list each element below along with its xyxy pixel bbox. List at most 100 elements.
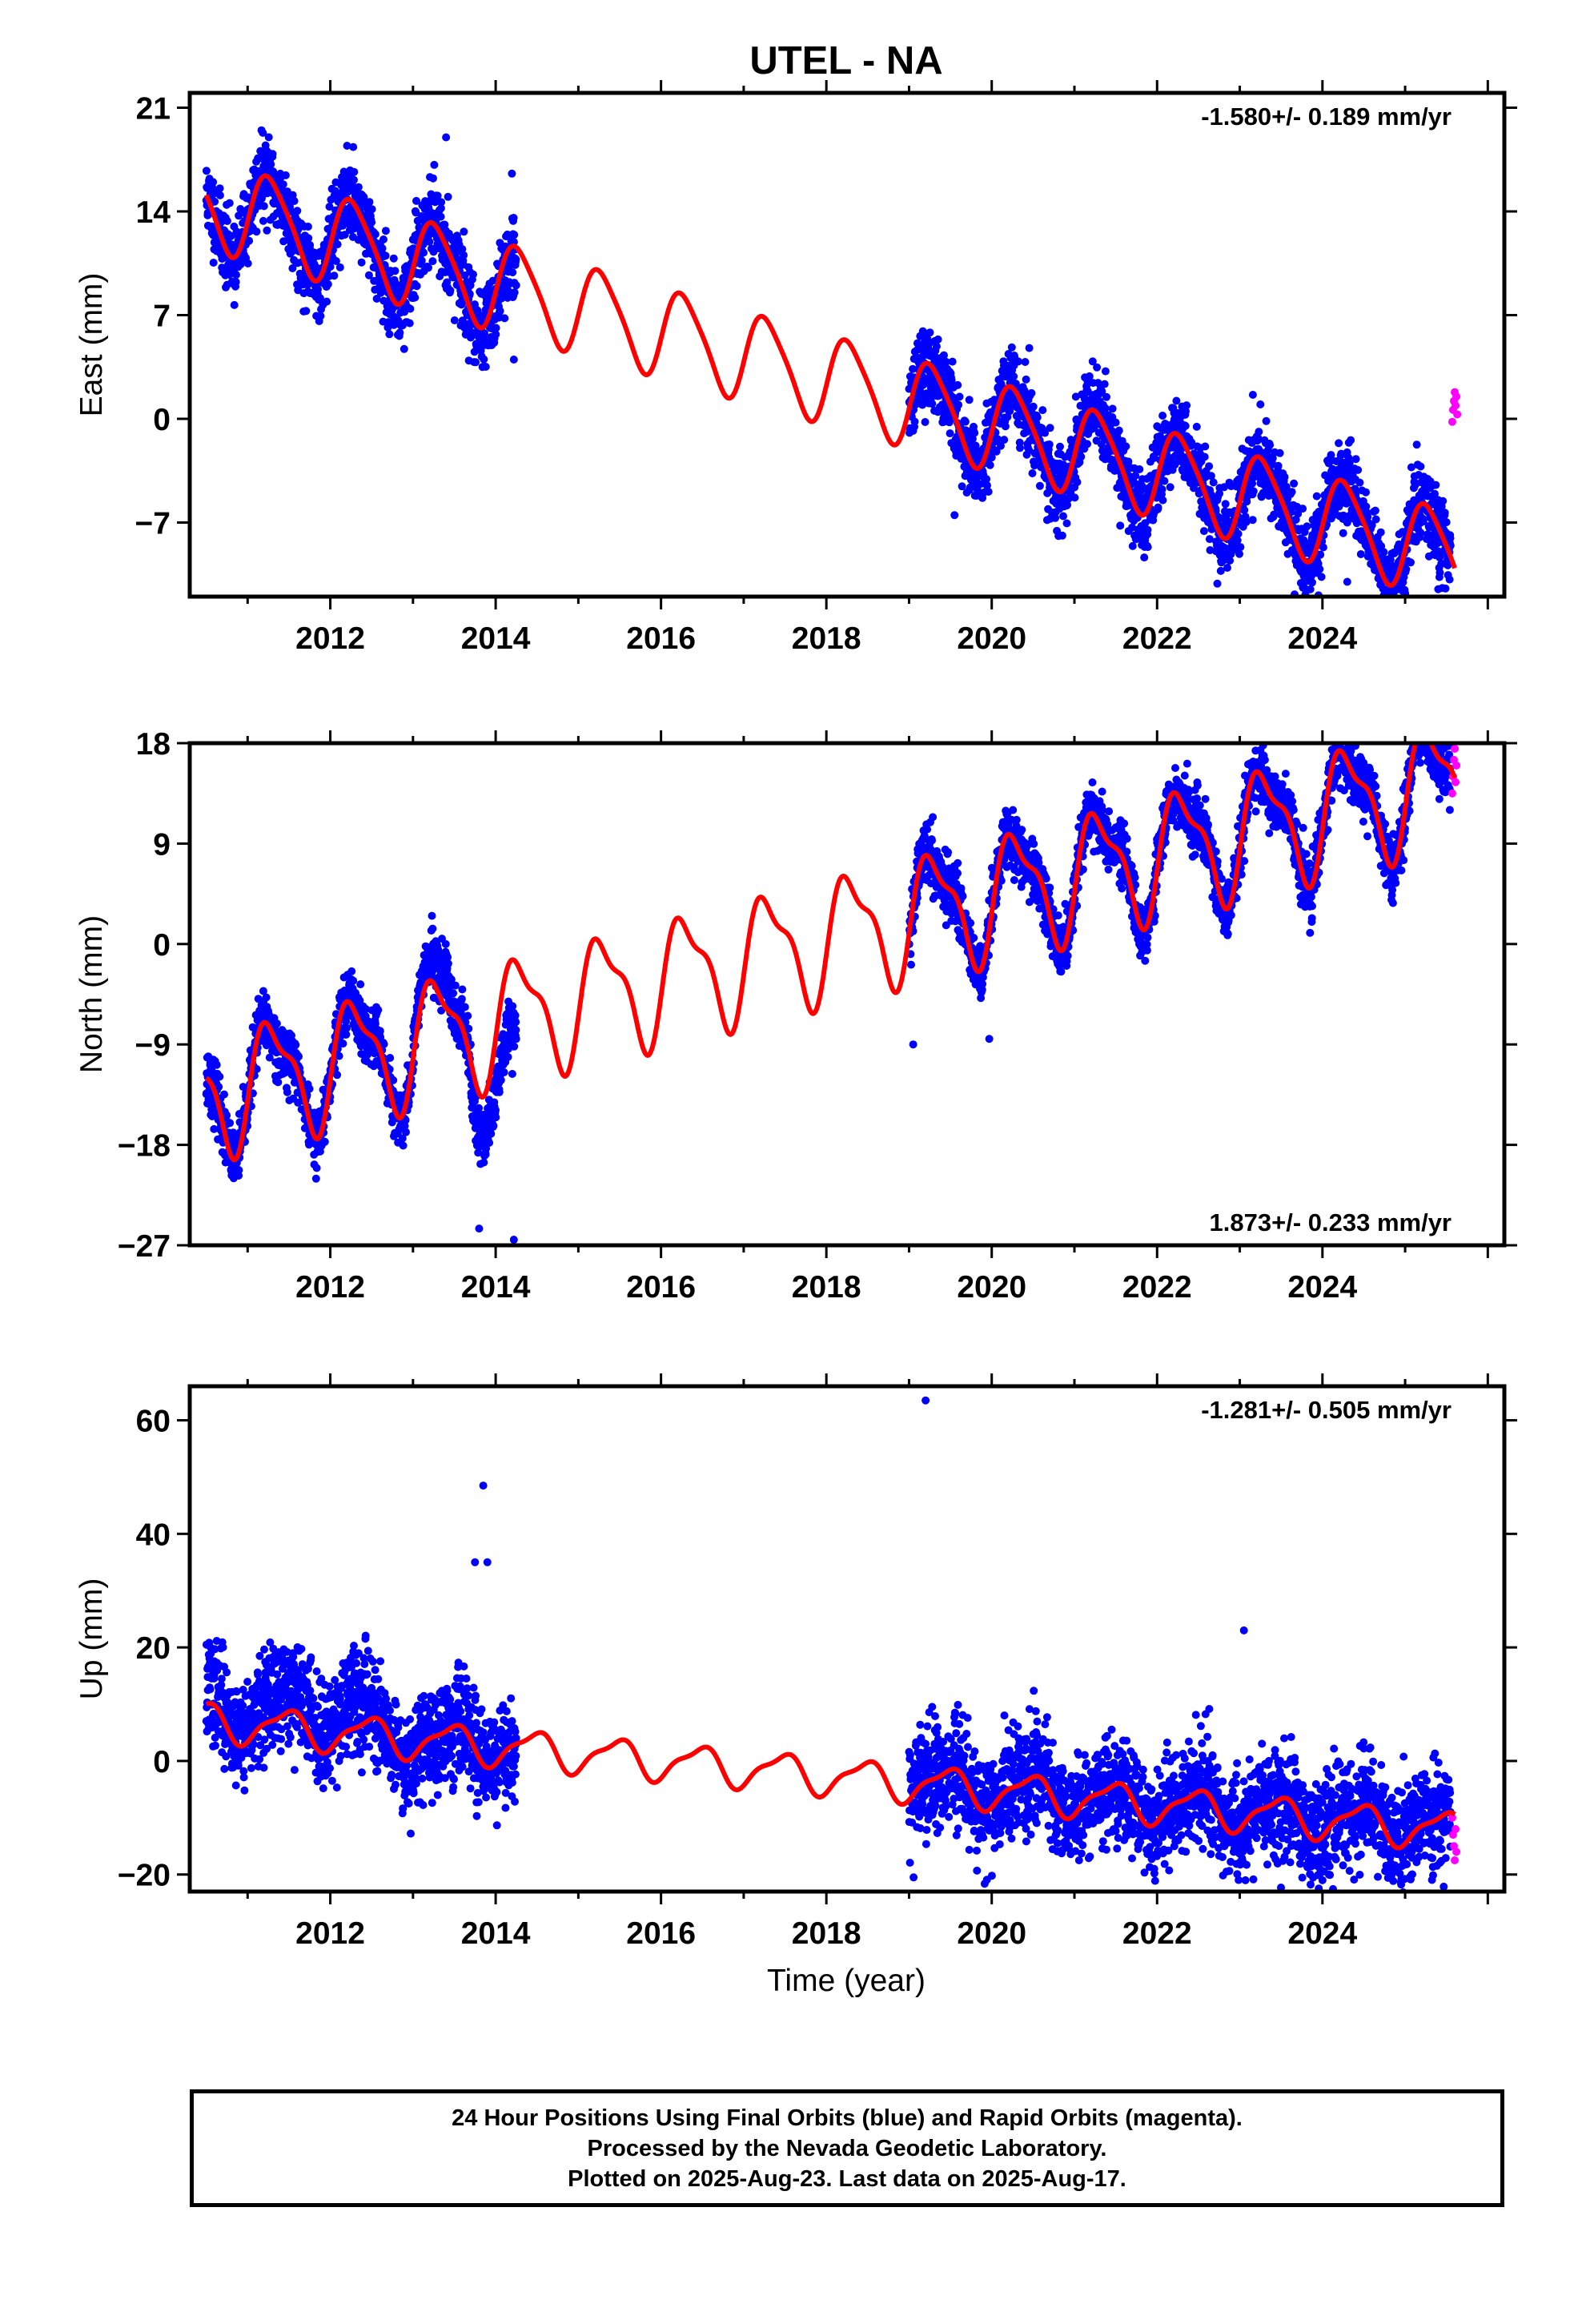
final-orbit-point (1014, 357, 1022, 366)
final-orbit-point (948, 357, 957, 366)
final-orbit-point (1010, 372, 1018, 380)
north-panel: 2012 2014 2016 2018 2020 2022 20241890−9−18−27… (74, 727, 1517, 1305)
final-orbit-point (378, 244, 387, 253)
final-orbit-point (267, 160, 275, 169)
final-orbit-point (211, 197, 219, 206)
final-orbit-point (1385, 601, 1393, 609)
final-orbit-point (460, 251, 468, 259)
final-orbit-point (1102, 392, 1110, 401)
final-orbit-point (245, 236, 254, 245)
final-orbit-point (1108, 404, 1117, 413)
east-panel: 2012 2014 2016 2018 2020 2022 2024211470−7East… (74, 80, 1517, 656)
final-orbit-point (492, 330, 500, 339)
final-orbit-point (202, 167, 211, 175)
final-orbit-point (349, 976, 358, 985)
final-orbit-point (1335, 439, 1343, 448)
final-orbit-point (1205, 462, 1214, 471)
y-tick-label: 14 (136, 195, 171, 230)
final-orbit-point (1143, 543, 1152, 552)
final-orbit-point (934, 335, 942, 344)
final-orbit-point (464, 1011, 472, 1020)
final-orbit-point (1200, 452, 1209, 461)
final-orbit-point (1135, 465, 1144, 473)
rapid-orbit-point (1447, 417, 1456, 426)
y-tick-label: −7 (135, 507, 171, 541)
final-orbit-point (1000, 436, 1009, 444)
final-orbit-point (1021, 358, 1030, 366)
final-orbit-point (965, 396, 974, 404)
final-orbit-point (1402, 565, 1411, 573)
final-orbit-outlier (1343, 577, 1351, 586)
final-orbit-point (441, 939, 450, 948)
final-orbit-outlier (1434, 585, 1443, 593)
final-orbit-point (399, 1141, 408, 1150)
final-orbit-point (444, 192, 452, 201)
final-orbit-point (1442, 518, 1451, 527)
final-orbit-point (305, 1084, 314, 1093)
final-orbit-point (1249, 487, 1258, 496)
y-tick-label: 21 (136, 92, 171, 127)
final-orbit-point (510, 231, 519, 239)
final-orbit-point (365, 198, 374, 207)
final-orbit-point (343, 1023, 351, 1032)
final-orbit-point (379, 235, 387, 243)
final-orbit-point (1028, 469, 1037, 477)
final-orbit-point (1101, 404, 1110, 412)
final-orbit-point (412, 282, 421, 291)
final-orbit-point (1275, 448, 1284, 457)
final-orbit-point (303, 223, 312, 231)
final-orbit-point (1446, 534, 1455, 542)
x-tick-label: 2018 (792, 621, 861, 656)
final-orbit-point (370, 276, 379, 285)
final-orbit-point (1051, 513, 1060, 522)
final-orbit-point (444, 959, 452, 968)
rapid-orbit-point (1452, 401, 1460, 410)
final-orbit-point (1046, 424, 1054, 432)
final-orbit-point (1371, 506, 1379, 515)
final-orbit-point (1111, 418, 1120, 427)
final-orbit-point (1266, 440, 1275, 449)
rapid-orbit-point (1452, 392, 1461, 401)
final-orbit-point (412, 196, 420, 205)
final-orbit-point (1379, 548, 1388, 557)
final-orbit-point (330, 271, 339, 280)
final-orbit-point (1093, 363, 1102, 372)
final-orbit-point (1116, 521, 1125, 530)
final-orbit-point (428, 924, 437, 933)
final-orbit-point (1213, 579, 1222, 588)
final-orbit-point (446, 286, 455, 295)
final-orbit-outlier (950, 511, 959, 520)
final-orbit-point (1122, 442, 1130, 451)
final-orbit-point (311, 1174, 320, 1183)
final-orbit-point (918, 327, 927, 336)
final-orbit-point (232, 271, 240, 279)
final-orbit-point (1038, 406, 1047, 415)
plot-frame (187, 90, 1507, 599)
final-orbit-point (357, 258, 366, 267)
final-orbit-point (209, 259, 218, 267)
final-orbit-point (371, 230, 379, 239)
final-orbit-point (1166, 483, 1174, 492)
final-orbit-point (274, 1078, 283, 1087)
final-orbit-point (1158, 412, 1167, 420)
final-orbit-point (343, 142, 351, 150)
final-orbit-point (1412, 440, 1421, 449)
final-orbit-point (350, 175, 358, 184)
final-orbit-point (457, 995, 466, 1003)
final-orbit-point (333, 1071, 342, 1080)
x-tick-label: 2016 (626, 621, 696, 656)
final-orbit-point (1128, 541, 1137, 550)
final-orbit-point (279, 180, 287, 189)
final-orbit-point (215, 184, 224, 193)
final-orbit-point (1290, 479, 1299, 488)
final-orbit-point (458, 985, 467, 994)
final-orbit-point (955, 392, 964, 401)
final-orbit-point (347, 967, 356, 975)
final-orbit-point (1006, 407, 1014, 416)
final-orbit-point (1256, 400, 1265, 408)
final-orbit-point (496, 307, 504, 316)
final-orbit-point (480, 329, 489, 338)
final-orbit-point (488, 276, 497, 285)
final-orbit-point (391, 267, 400, 275)
final-orbit-point (1362, 488, 1370, 497)
